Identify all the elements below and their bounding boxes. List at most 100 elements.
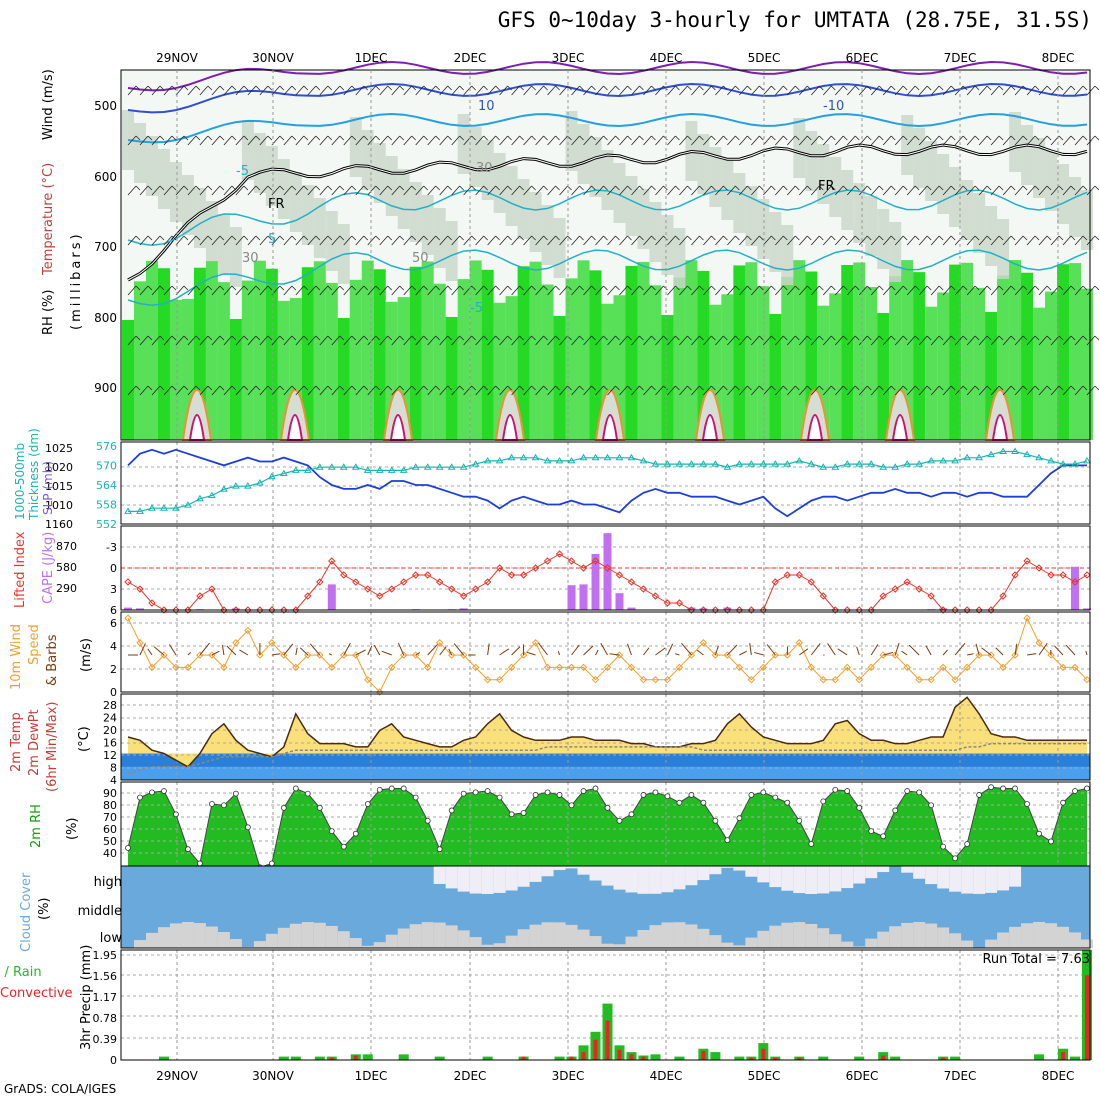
rh-shade-upper [325,211,338,271]
wind-barb [355,285,369,296]
rh-shade-column [577,260,590,440]
wind-barb [175,185,189,196]
wind-barb [451,135,464,146]
wind-barb [271,235,285,246]
cape-bar [939,608,948,610]
cloud-high-gap [625,866,638,893]
contour-label: FR [818,179,835,194]
wind-barb [954,185,968,196]
lifted-index-marker [388,585,396,593]
cloud-low-gap [793,922,806,948]
wind-barb [918,135,932,146]
wind-barb-10m [799,648,809,656]
wind-speed-marker [567,663,576,672]
wind-barb [607,385,620,396]
top-date-label: 5DEC [748,51,781,65]
wind-barb [307,85,321,96]
cloud-low-gap [565,924,578,948]
wind-barb [163,235,177,246]
wind-barb-10m [609,653,620,656]
lifted-index-marker [316,578,324,586]
rh2m-marker [1012,785,1018,792]
wind-barb-10m [837,648,848,656]
wind-barb [547,285,560,296]
wind-barb [715,135,728,146]
wind-barb [966,85,980,96]
wind-barb [355,335,369,346]
rh-shade-column [229,318,242,440]
isotherm-line [127,249,1088,307]
rh2m-marker [808,841,815,847]
lifted-index-marker [543,557,552,565]
rh2m-marker [400,785,407,792]
rh-shade-upper [769,212,782,272]
wind-barb [259,285,273,296]
rh-shade-column [733,265,746,440]
wind-barb [403,335,416,346]
top-date-label: 1DEC [355,51,388,65]
rh2m-marker [280,804,287,811]
thickness-marker [975,453,983,461]
wind-barb [655,335,668,346]
wind-barb [355,135,369,146]
lifted-index-marker [963,606,971,614]
lifted-index-marker [292,606,300,614]
cloud-high-gap [817,866,830,894]
dewpt-label: 2m DewPt [27,709,42,776]
wind-barb [715,185,728,196]
rh-shade-column [925,306,938,440]
wind-barb [331,85,345,96]
wind-barb [1086,285,1100,296]
wind-barb [703,235,716,246]
wind-barb [163,285,177,296]
wind-barb [763,335,776,346]
thickness-marker [819,463,828,470]
wind-barb-10m [727,644,738,656]
rh2m-marker [928,802,935,809]
cape-bar [124,607,132,610]
rh2m-marker [772,794,779,801]
wind-barb [223,285,237,296]
rh2m-marker [964,841,971,847]
lifted-index-marker [1035,564,1043,572]
wind-barb [271,85,285,96]
wind-speed-marker [244,626,252,635]
wind-barb [679,85,692,96]
wind-barb [930,185,944,196]
wind-barb-10m [239,649,249,656]
wind-barb [367,135,381,146]
wind-barb [763,85,776,96]
wind-speed-marker [268,639,276,647]
rh-shade-upper [505,166,518,226]
rh2m-marker [760,789,767,796]
wind-barb [547,335,560,346]
wind-barb [787,385,800,396]
wind-barb [595,385,608,396]
wind-barb [535,385,548,396]
wind-barb [751,85,764,96]
wind-barb [283,135,297,146]
wind-barb [439,285,452,296]
wind-barb [391,385,405,396]
cloud-low-gap [145,932,158,948]
rh-shade-upper [373,143,386,203]
wind-barb [727,135,740,146]
cloud-high-gap [769,866,782,888]
barbs-label: & Barbs [45,634,60,686]
rh-shade-upper [757,199,770,259]
wind-speed-marker [783,651,792,659]
rh-shade-column [865,287,878,440]
wind-barb [834,235,848,246]
wind-barb-10m [309,643,321,656]
wind-barb [619,185,632,196]
wind-barb [427,185,440,196]
wind-barb [391,235,405,246]
rh-shade-column [169,299,182,440]
wind-barb [906,285,920,296]
thickness-marker [220,485,228,492]
rh2m-marker [700,799,707,806]
wind-barb [163,135,177,146]
precip-total-bar [290,1056,301,1060]
cloud-high-gap [1009,866,1022,887]
lifted-index-marker [447,585,456,593]
